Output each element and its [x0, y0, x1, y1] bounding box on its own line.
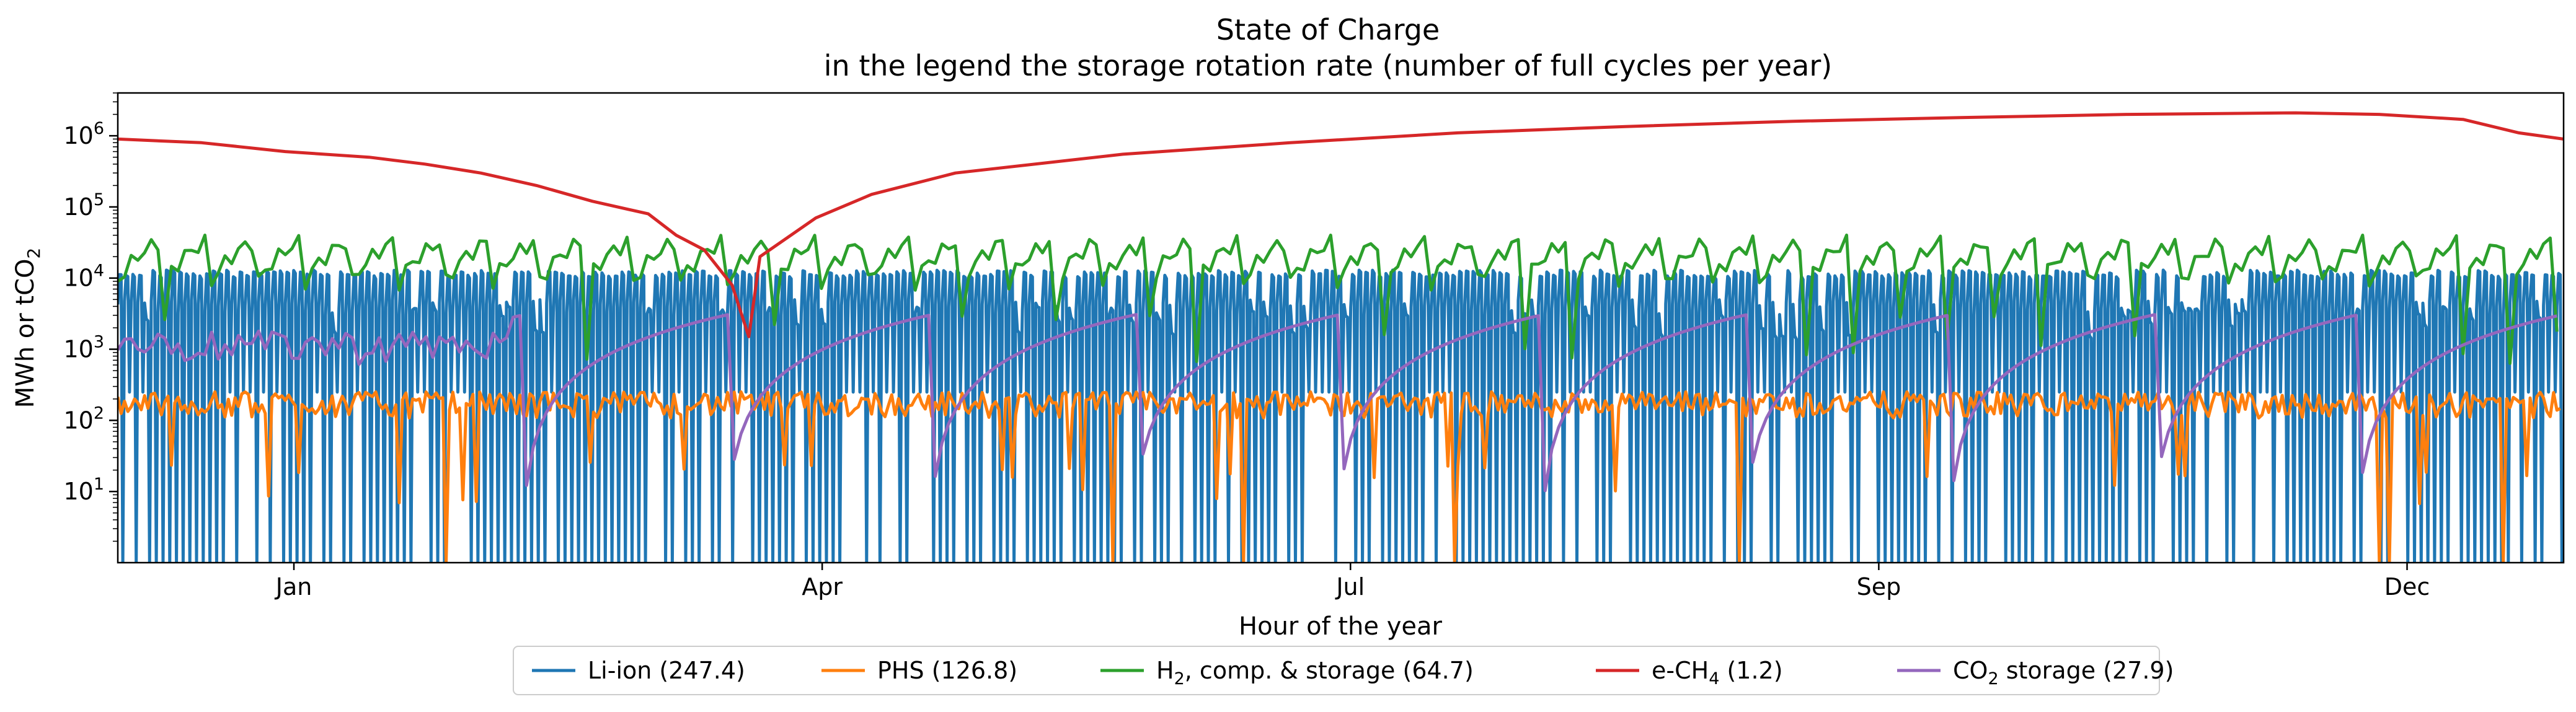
- legend-label: Li-ion (247.4): [588, 657, 745, 684]
- legend-box: [513, 646, 2160, 695]
- y-tick-label: 105: [63, 190, 104, 221]
- y-axis: 101 102 103 104 105 106: [63, 92, 118, 542]
- legend-label: PHS (126.8): [877, 657, 1017, 684]
- chart-subtitle: in the legend the storage rotation rate …: [824, 49, 1832, 82]
- y-tick-label: 102: [63, 403, 104, 434]
- x-axis-label: Hour of the year: [1239, 612, 1442, 641]
- legend: Li-ion (247.4) PHS (126.8) H2, comp. & sto…: [513, 646, 2174, 695]
- x-axis: Jan Apr Jul Sep Dec: [275, 563, 2430, 600]
- y-tick-label: 103: [63, 333, 104, 363]
- legend-label: H2, comp. & storage (64.7): [1156, 657, 1474, 688]
- chart-title: State of Charge: [1216, 13, 1440, 46]
- y-tick-label: 104: [63, 262, 104, 292]
- x-tick-label: Dec: [2384, 573, 2430, 600]
- x-tick-label: Sep: [1857, 573, 1901, 600]
- series-line-5: [118, 313, 2557, 493]
- series-layer: [118, 111, 2564, 563]
- series-line-3: [118, 233, 2559, 365]
- x-tick-label: Jan: [275, 573, 312, 600]
- x-tick-label: Apr: [802, 573, 843, 600]
- y-axis-label-subscript: 2: [24, 248, 44, 259]
- y-axis-label: MWh or tCO2: [11, 248, 44, 408]
- chart-titles: State of Charge in the legend the storag…: [824, 13, 1832, 82]
- series-line-4: [118, 111, 2564, 338]
- legend-label: CO2 storage (27.9): [1953, 657, 2174, 688]
- series-line-1: [118, 268, 2564, 563]
- legend-label: e-CH4 (1.2): [1652, 657, 1783, 688]
- x-tick-label: Jul: [1335, 573, 1365, 600]
- y-tick-label: 106: [63, 119, 104, 149]
- y-tick-label: 101: [63, 475, 104, 505]
- y-axis-label-main: MWh or tCO: [11, 258, 40, 408]
